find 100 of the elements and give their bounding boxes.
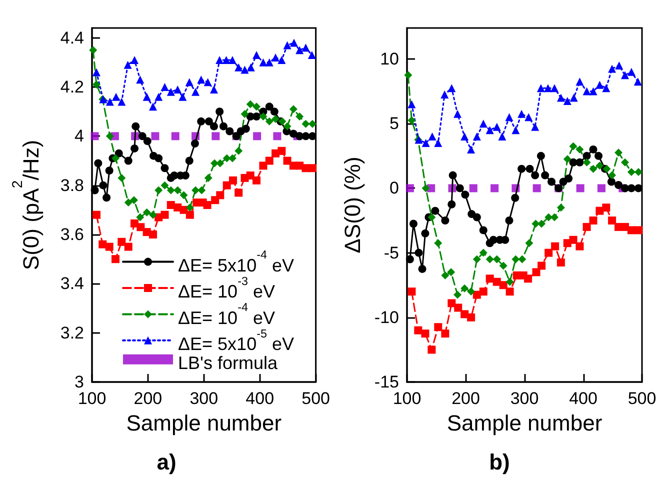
point	[556, 94, 565, 102]
point	[532, 220, 540, 228]
point	[602, 204, 610, 212]
point	[259, 112, 268, 120]
point	[414, 326, 422, 334]
point	[222, 154, 231, 162]
point	[210, 85, 218, 94]
point	[160, 210, 169, 219]
point	[441, 330, 450, 338]
point	[92, 80, 100, 89]
point	[265, 156, 274, 165]
point	[220, 122, 228, 130]
point	[576, 242, 584, 250]
point	[138, 132, 146, 140]
y-axis-title: ΔS(0) (%)	[340, 156, 366, 254]
point	[265, 58, 274, 66]
y-tick-label: 10	[380, 50, 399, 69]
point	[538, 220, 546, 228]
point	[226, 127, 234, 136]
point	[142, 92, 151, 101]
x-axis-title: Sample number	[446, 410, 602, 436]
y-tick-label: 3.4	[60, 274, 84, 294]
y-axis-title: S(0) (pA2/Hz)	[10, 140, 44, 270]
point	[541, 171, 550, 180]
point	[564, 174, 573, 183]
point	[302, 132, 310, 140]
point	[594, 152, 603, 160]
point	[240, 110, 249, 118]
point	[479, 120, 488, 128]
point	[222, 181, 231, 190]
point	[289, 105, 298, 114]
point	[596, 162, 604, 170]
point	[614, 180, 622, 189]
point	[518, 164, 526, 173]
point	[589, 164, 598, 173]
point	[148, 210, 157, 219]
point	[308, 164, 316, 172]
point	[308, 132, 316, 140]
point	[130, 56, 139, 64]
x-tick-label: 500	[302, 389, 330, 408]
point	[472, 255, 481, 264]
point	[406, 255, 414, 264]
x-tick-label: 300	[190, 389, 218, 408]
legend-label: LB's formula	[178, 353, 278, 373]
point	[486, 255, 494, 264]
point	[492, 255, 501, 264]
point	[582, 152, 591, 160]
point	[608, 216, 616, 225]
point	[589, 145, 598, 154]
point	[112, 154, 120, 162]
point	[259, 162, 268, 170]
y-tick-label: 3.8	[60, 176, 84, 195]
point	[512, 255, 520, 264]
y-tick-label: -15	[374, 372, 399, 392]
point	[550, 84, 558, 92]
point	[524, 274, 532, 283]
point	[467, 313, 476, 322]
point	[418, 264, 426, 273]
point	[576, 158, 584, 166]
point	[499, 281, 508, 290]
point	[409, 220, 418, 228]
point	[607, 178, 616, 186]
point	[486, 274, 494, 283]
x-tick-label: 500	[628, 389, 656, 408]
point	[308, 120, 316, 128]
point	[441, 216, 450, 224]
point	[160, 164, 169, 172]
x-tick-label: 400	[246, 389, 274, 408]
point	[460, 132, 469, 141]
point	[536, 152, 545, 160]
point	[105, 166, 114, 175]
y-tick-label: 3.2	[60, 323, 84, 342]
point	[212, 132, 220, 140]
point	[454, 304, 462, 312]
point	[143, 137, 152, 146]
point	[428, 346, 436, 354]
point	[132, 122, 140, 130]
point	[160, 83, 169, 91]
point	[563, 155, 572, 164]
y-tick-label: 0	[390, 178, 399, 198]
point	[422, 138, 430, 147]
point	[228, 56, 236, 64]
point	[615, 61, 624, 70]
point	[296, 46, 304, 54]
point	[118, 174, 126, 182]
point	[569, 236, 578, 244]
point	[570, 94, 578, 102]
point	[404, 71, 412, 80]
text: b)	[489, 450, 510, 474]
x-axis-title: Sample number	[126, 410, 282, 436]
point	[94, 159, 102, 168]
point	[526, 164, 534, 173]
point	[589, 216, 598, 225]
point	[576, 145, 584, 154]
point	[469, 184, 478, 192]
point	[447, 268, 456, 276]
point	[289, 130, 298, 138]
point	[142, 208, 151, 216]
point	[492, 122, 501, 131]
point	[414, 248, 423, 257]
